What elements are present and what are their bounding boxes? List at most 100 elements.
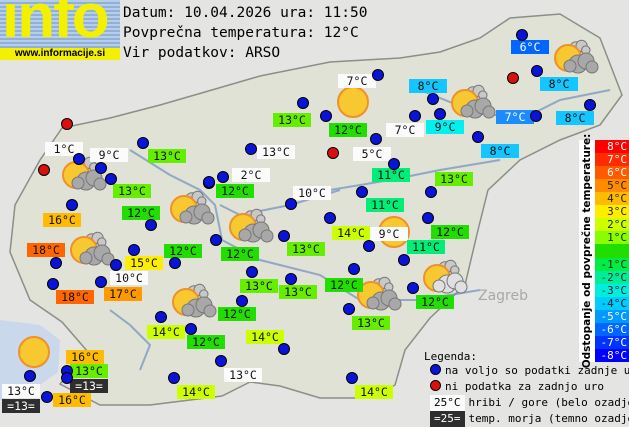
city-label-zagreb: Zagreb xyxy=(478,288,528,304)
station-marker[interactable] xyxy=(348,263,360,275)
station-marker[interactable] xyxy=(185,323,197,335)
temperature-label: 16°C xyxy=(66,350,104,364)
colorbar-cell: 5°C xyxy=(595,179,629,192)
colorbar-title: Odstopanje od povprečne temperature: xyxy=(579,140,595,362)
station-marker[interactable] xyxy=(372,69,384,81)
temperature-label: 10°C xyxy=(293,186,331,200)
station-marker[interactable] xyxy=(370,133,382,145)
station-marker[interactable] xyxy=(285,198,297,210)
station-marker-missing[interactable] xyxy=(38,164,50,176)
colorbar-cell: -2°C xyxy=(595,271,629,284)
station-marker[interactable] xyxy=(66,199,78,211)
station-marker[interactable] xyxy=(105,173,117,185)
colorbar-cell: -6°C xyxy=(595,323,629,336)
station-marker[interactable] xyxy=(297,97,309,109)
colorbar-cell: -7°C xyxy=(595,336,629,349)
temperature-label: 13°C xyxy=(70,364,108,378)
station-marker-missing[interactable] xyxy=(61,118,73,130)
station-marker[interactable] xyxy=(155,311,167,323)
station-marker[interactable] xyxy=(73,153,85,165)
legend-available: na voljo so podatki zadnje ure xyxy=(430,363,629,379)
sunny-icon xyxy=(19,337,49,367)
station-marker[interactable] xyxy=(217,171,229,183)
station-marker[interactable] xyxy=(530,110,542,122)
colorbar-cell: 4°C xyxy=(595,192,629,205)
station-marker[interactable] xyxy=(50,257,62,269)
station-marker[interactable] xyxy=(407,282,419,294)
station-marker-missing[interactable] xyxy=(507,72,519,84)
station-marker[interactable] xyxy=(236,295,248,307)
date-time: Datum: 10.04.2026 ura: 11:50 xyxy=(123,3,367,23)
station-marker[interactable] xyxy=(145,219,157,231)
colorbar-cell: 6°C xyxy=(595,166,629,179)
temperature-deviation-colorbar: Odstopanje od povprečne temperature: 8°C… xyxy=(579,140,629,362)
station-marker[interactable] xyxy=(343,303,355,315)
station-marker[interactable] xyxy=(245,143,257,155)
station-marker[interactable] xyxy=(584,99,596,111)
logo[interactable]: info www.informacije.si xyxy=(0,0,120,60)
station-marker[interactable] xyxy=(215,355,227,367)
station-marker[interactable] xyxy=(110,259,122,271)
temperature-label: 10°C xyxy=(110,271,148,285)
logo-url[interactable]: www.informacije.si xyxy=(0,48,120,60)
station-marker[interactable] xyxy=(425,186,437,198)
temperature-label: 13°C xyxy=(352,316,390,330)
temperature-label: 16°C xyxy=(53,393,91,407)
legend-missing-text: ni podatka za zadnjo uro xyxy=(445,380,604,393)
station-marker[interactable] xyxy=(41,391,53,403)
station-marker[interactable] xyxy=(409,110,421,122)
station-marker[interactable] xyxy=(278,343,290,355)
colorbar-cell: -5°C xyxy=(595,310,629,323)
station-marker[interactable] xyxy=(210,234,222,246)
station-marker[interactable] xyxy=(422,212,434,224)
temperature-label: 13°C xyxy=(279,285,317,299)
station-marker[interactable] xyxy=(320,110,332,122)
station-marker[interactable] xyxy=(356,186,368,198)
station-marker[interactable] xyxy=(137,137,149,149)
station-marker-missing[interactable] xyxy=(327,147,339,159)
station-marker[interactable] xyxy=(324,212,336,224)
station-marker[interactable] xyxy=(95,276,107,288)
station-marker[interactable] xyxy=(24,370,36,382)
station-marker[interactable] xyxy=(246,266,258,278)
station-marker[interactable] xyxy=(427,93,439,105)
station-marker[interactable] xyxy=(285,273,297,285)
temperature-label: 7°C xyxy=(386,123,424,137)
station-marker[interactable] xyxy=(169,257,181,269)
temperature-label: 12°C xyxy=(218,307,256,321)
temperature-label: 16°C xyxy=(43,213,81,227)
colorbar-cell: 8°C xyxy=(595,140,629,153)
sea-sample: =25= xyxy=(430,411,465,427)
station-marker[interactable] xyxy=(531,65,543,77)
legend-sea: =25=temp. morja (temno ozadje) xyxy=(430,411,629,427)
temperature-label: 8°C xyxy=(556,111,594,125)
station-marker[interactable] xyxy=(168,372,180,384)
station-marker[interactable] xyxy=(95,162,107,174)
temperature-label: 5°C xyxy=(353,147,391,161)
colorbar-cell: -3°C xyxy=(595,284,629,297)
logo-word: info xyxy=(2,0,108,48)
station-marker[interactable] xyxy=(398,254,410,266)
temperature-label: 11°C xyxy=(366,198,404,212)
temperature-label: 13°C xyxy=(148,149,186,163)
station-marker[interactable] xyxy=(363,240,375,252)
temperature-label: 13°C xyxy=(224,368,262,382)
temperature-label: 11°C xyxy=(407,240,445,254)
colorbar-cell: -8°C xyxy=(595,349,629,362)
station-marker[interactable] xyxy=(128,244,140,256)
station-marker[interactable] xyxy=(278,230,290,242)
temperature-label: 12°C xyxy=(431,225,469,239)
station-marker[interactable] xyxy=(47,278,59,290)
station-marker[interactable] xyxy=(203,176,215,188)
station-marker[interactable] xyxy=(434,108,446,120)
station-marker[interactable] xyxy=(388,158,400,170)
temperature-label: 14°C xyxy=(355,385,393,399)
temperature-label: 17°C xyxy=(104,287,142,301)
station-marker[interactable] xyxy=(346,372,358,384)
station-marker[interactable] xyxy=(61,372,73,384)
sunny-icon xyxy=(338,87,368,117)
temperature-label: 11°C xyxy=(372,168,410,182)
station-marker[interactable] xyxy=(516,29,528,41)
station-marker[interactable] xyxy=(472,131,484,143)
